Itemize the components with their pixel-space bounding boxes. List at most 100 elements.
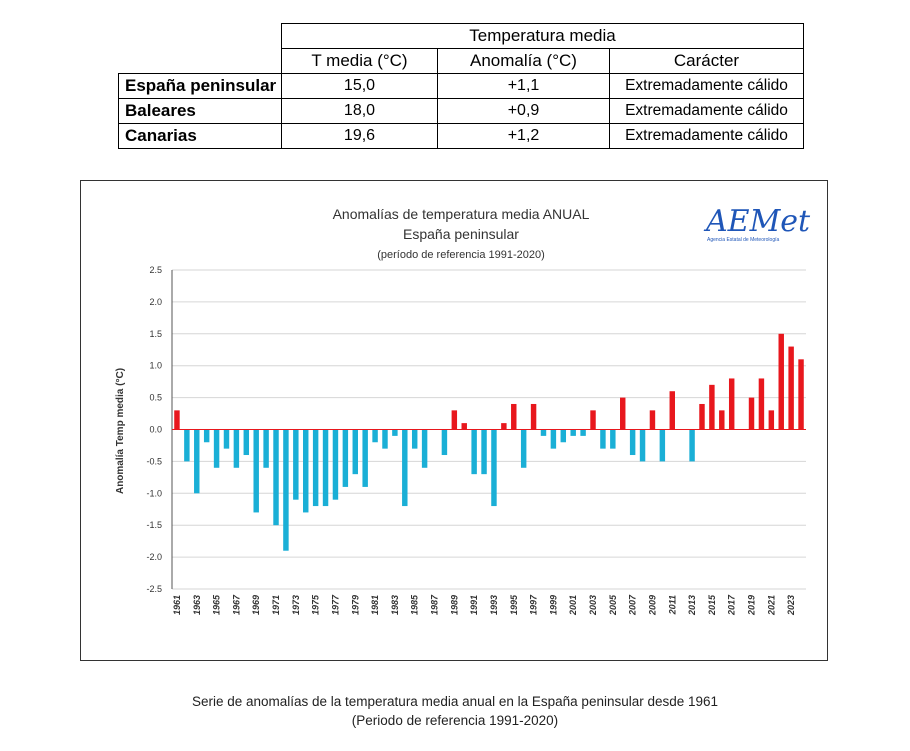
bar-2004 (600, 429, 606, 449)
bar-1977 (332, 429, 339, 500)
y-tick-label: 1.0 (149, 361, 162, 371)
bar-1980 (362, 429, 368, 487)
bar-2002 (580, 429, 586, 436)
y-tick-label: -2.5 (146, 584, 162, 594)
bar-1965 (213, 429, 220, 468)
y-tick-label: 2.0 (149, 297, 162, 307)
x-tick-label: 2007 (628, 594, 638, 616)
cell-t-media: 15,0 (281, 73, 438, 99)
bar-2010 (659, 429, 666, 462)
bar-1997 (530, 403, 537, 430)
bar-1992 (481, 429, 487, 475)
y-tick-label: 1.5 (149, 329, 162, 339)
bar-1962 (184, 429, 190, 462)
x-tick-label: 1983 (390, 595, 400, 615)
column-header-anomalia: Anomalía (°C) (437, 48, 610, 74)
bar-1996 (520, 429, 527, 468)
bar-2005 (610, 429, 616, 449)
bar-2019 (748, 397, 755, 430)
x-tick-label: 1985 (410, 594, 420, 615)
x-tick-label: 1969 (251, 595, 261, 615)
table-corner (119, 24, 282, 49)
bar-2001 (570, 429, 576, 436)
column-header-caracter: Carácter (609, 48, 804, 74)
x-tick-label: 2001 (568, 595, 578, 616)
summary-table: Temperatura media T media (°C) Anomalía … (118, 23, 804, 149)
x-tick-label: 1995 (509, 594, 519, 615)
x-tick-labels: 1961 1963 1965 1967 1969 1971 1973 1975 1977 1979… (172, 594, 796, 616)
x-tick-label: 1991 (469, 595, 479, 615)
bar-2014 (699, 403, 705, 430)
bar-2008 (639, 429, 646, 462)
bar-2011 (669, 391, 675, 430)
bar-2021 (768, 410, 775, 430)
x-tick-label: 1993 (489, 595, 499, 615)
bar-1961 (174, 410, 180, 430)
bar-2006 (620, 397, 626, 430)
bar-1973 (293, 429, 299, 500)
y-tick-label: -1.0 (146, 488, 162, 498)
x-tick-label: 2019 (747, 595, 757, 616)
x-tick-label: 1979 (350, 595, 360, 615)
x-tick-label: 2017 (727, 594, 737, 616)
bar-2022 (778, 333, 784, 430)
cell-anomalia: +1,1 (437, 73, 610, 99)
bar-1964 (203, 429, 210, 443)
chart-frame: Anomalías de temperatura media ANUAL Esp… (80, 180, 828, 661)
bars (174, 333, 804, 551)
bar-2009 (649, 410, 656, 430)
x-tick-label: 2003 (588, 595, 598, 616)
bar-1985 (411, 429, 418, 449)
bar-2017 (728, 378, 735, 430)
bar-1979 (352, 429, 358, 475)
caption-line-2: (Periodo de referencia 1991-2020) (351, 713, 559, 728)
cell-caracter: Extremadamente cálido (609, 98, 804, 124)
cell-caracter: Extremadamente cálido (609, 123, 804, 149)
row-header-region: España peninsular (118, 73, 282, 99)
row-header-region: Canarias (118, 123, 282, 149)
y-tick-label: -0.5 (146, 456, 162, 466)
bar-1978 (342, 429, 349, 487)
bar-2013 (689, 429, 695, 462)
cell-anomalia: +1,2 (437, 123, 610, 149)
bar-2015 (709, 384, 715, 430)
bar-1983 (392, 429, 398, 436)
bar-1976 (322, 429, 329, 507)
bar-2000 (560, 429, 567, 443)
bar-1982 (382, 429, 388, 449)
y-axis-label: Anomalía Temp media (°C) (115, 368, 126, 494)
x-tick-label: 1967 (231, 594, 241, 615)
cell-t-media: 18,0 (281, 98, 438, 124)
y-tick-label: 2.5 (149, 265, 162, 275)
y-tick-label: 0.5 (149, 393, 162, 403)
x-tick-label: 1961 (172, 595, 182, 615)
x-tick-label: 1999 (548, 595, 558, 615)
table-row: Baleares 18,0 +0,9 Extremadamente cálido (118, 98, 804, 124)
x-tick-label: 2015 (707, 594, 717, 616)
x-tick-label: 1965 (212, 594, 222, 615)
bar-2020 (758, 378, 765, 430)
x-tick-label: 2005 (608, 594, 618, 616)
bar-1988 (441, 429, 448, 456)
y-tick-label: -1.5 (146, 520, 162, 530)
bar-1986 (421, 429, 428, 468)
bar-2023 (788, 346, 794, 430)
table-column-header-row: T media (°C) Anomalía (°C) Carácter (119, 48, 804, 74)
bar-2024 (798, 359, 804, 430)
y-tick-label: -2.0 (146, 552, 162, 562)
chart-reference-period: (período de referencia 1991-2020) (377, 249, 545, 261)
anomaly-bar-chart: Anomalías de temperatura media ANUAL Esp… (115, 204, 811, 616)
table-corner-2 (119, 49, 282, 74)
bar-2016 (719, 410, 725, 430)
y-tick-labels: 2.5 2.0 1.5 1.0 0.5 0.0 -0.5 -1.0 -1.5 -2.0 -2.5 (146, 265, 162, 594)
bar-1990 (461, 423, 467, 430)
row-header-region: Baleares (118, 98, 282, 124)
bar-1968 (243, 429, 250, 456)
x-tick-label: 2009 (647, 595, 657, 616)
table-group-header: Temperatura media (281, 23, 804, 49)
x-tick-label: 1975 (311, 594, 321, 615)
x-tick-label: 2023 (786, 595, 796, 616)
caption-line-1: Serie de anomalías de la temperatura med… (191, 694, 719, 709)
bar-2003 (590, 410, 596, 430)
bar-2007 (629, 429, 636, 456)
